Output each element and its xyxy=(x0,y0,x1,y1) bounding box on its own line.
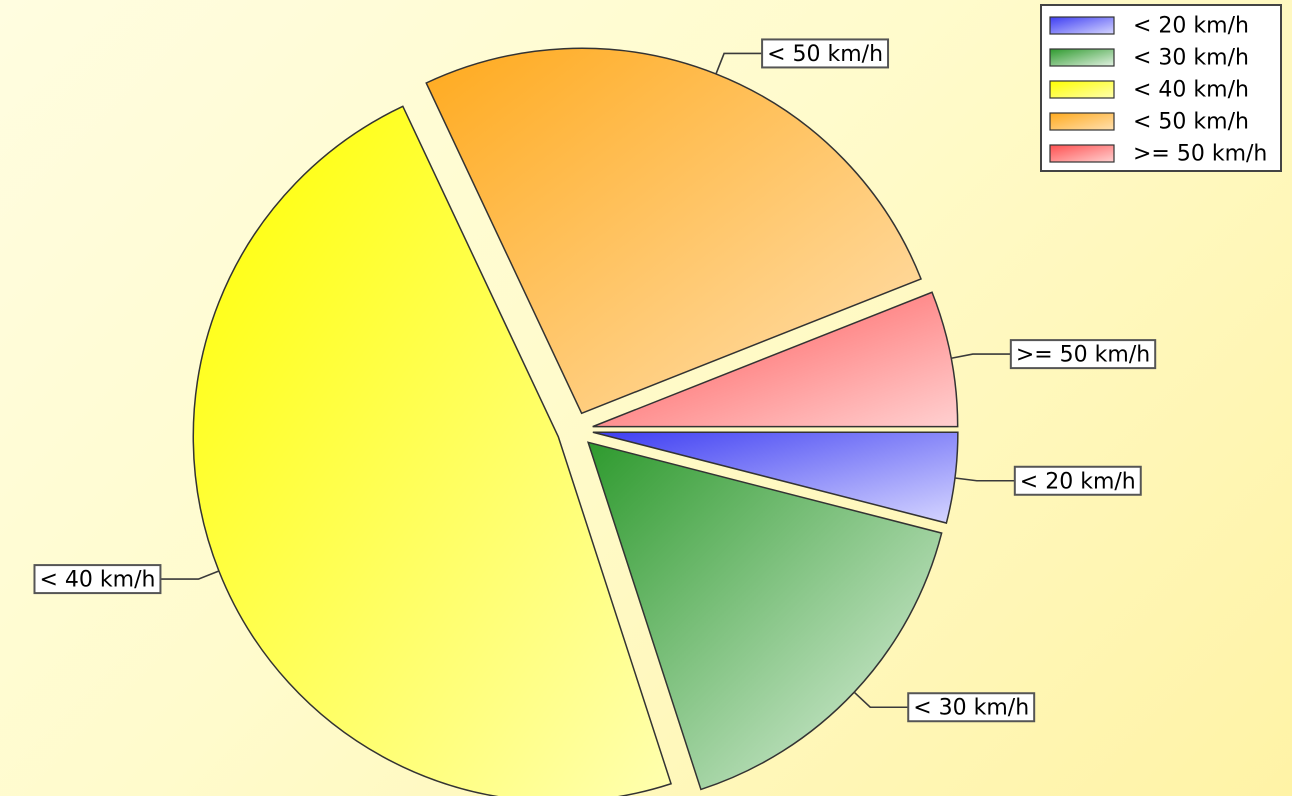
leader-line xyxy=(951,353,1011,360)
slice-label: >= 50 km/h xyxy=(1016,343,1150,368)
leader-line xyxy=(954,477,1015,482)
legend-swatch-lt-40-km-h xyxy=(1049,80,1115,99)
slice-labels-layer: < 20 km/h < 30 km/h < 40 km/h < 50 km/h >= 5… xyxy=(33,38,1157,723)
legend-label: < 30 km/h xyxy=(1133,46,1249,71)
slices-layer xyxy=(192,47,959,796)
legend: < 20 km/h < 30 km/h < 40 km/h < 50 km/h >= 5… xyxy=(1040,4,1282,172)
legend-label: < 40 km/h xyxy=(1133,78,1249,103)
slice-label: < 30 km/h xyxy=(913,696,1029,721)
slice-label: < 50 km/h xyxy=(767,42,883,67)
slice-label-box xyxy=(1009,339,1157,370)
slice-label-box xyxy=(907,692,1036,723)
leader-line xyxy=(853,691,909,709)
slice-label: < 20 km/h xyxy=(1020,469,1136,494)
legend-swatch-lt-20-km-h xyxy=(1049,16,1115,35)
pie-slice-gte-50-km-h xyxy=(592,291,959,428)
slice-label-box xyxy=(761,38,890,69)
slice-label: < 40 km/h xyxy=(39,568,155,593)
leader-line xyxy=(160,570,220,580)
legend-label: >= 50 km/h xyxy=(1133,142,1267,167)
legend-label: < 50 km/h xyxy=(1133,110,1249,135)
legend-label: < 20 km/h xyxy=(1133,14,1249,39)
slice-label-box xyxy=(33,564,162,595)
leader-line xyxy=(715,52,763,75)
legend-swatch-lt-50-km-h xyxy=(1049,112,1115,131)
legend-swatch-lt-30-km-h xyxy=(1049,48,1115,67)
slice-label-box xyxy=(1013,465,1142,496)
legend-swatch-gte-50-km-h xyxy=(1049,144,1115,163)
pie-slice-lt-30-km-h xyxy=(586,441,943,791)
